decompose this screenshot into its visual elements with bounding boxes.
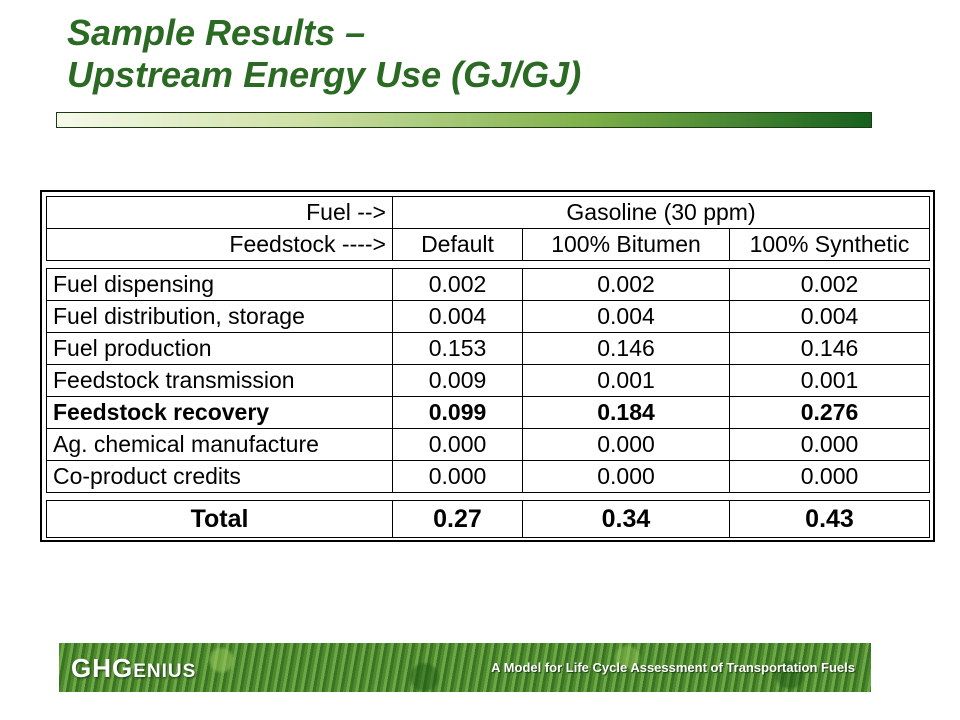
cell-synthetic: 0.002 — [728, 268, 931, 301]
slide-title: Sample Results – Upstream Energy Use (GJ… — [67, 12, 581, 96]
total-row: Total 0.27 0.34 0.43 — [46, 500, 931, 538]
footer-banner: GHGENIUS A Model for Life Cycle Assessme… — [59, 643, 871, 692]
header-separator — [46, 260, 930, 269]
cell-bitumen: 0.001 — [522, 364, 730, 397]
cell-default: 0.002 — [392, 268, 523, 301]
cell-synthetic: 0.276 — [728, 396, 931, 429]
footer-tagline: A Model for Life Cycle Assessment of Tra… — [491, 660, 855, 675]
fuel-value: Gasoline (30 ppm) — [391, 196, 931, 229]
fuel-label: Fuel --> — [46, 196, 393, 229]
cell-bitumen: 0.184 — [522, 396, 730, 429]
table-row: Feedstock transmission 0.009 0.001 0.001 — [46, 364, 931, 397]
feedstock-label: Feedstock ----> — [46, 228, 393, 261]
cell-bitumen: 0.146 — [522, 332, 730, 365]
row-label: Fuel dispensing — [46, 268, 393, 301]
table-row: Co-product credits 0.000 0.000 0.000 — [46, 460, 931, 493]
total-label: Total — [46, 500, 393, 538]
title-gradient-bar — [56, 112, 872, 128]
row-label: Co-product credits — [46, 460, 393, 493]
cell-synthetic: 0.146 — [728, 332, 931, 365]
logo-text-large: GHG — [71, 653, 134, 683]
slide-title-line-2: Upstream Energy Use (GJ/GJ) — [67, 54, 582, 95]
cell-default: 0.000 — [392, 460, 523, 493]
ghgenius-logo: GHGENIUS — [71, 653, 196, 687]
fuel-header-row: Fuel --> Gasoline (30 ppm) — [46, 196, 931, 229]
total-separator — [46, 492, 930, 501]
table-row: Fuel dispensing 0.002 0.002 0.002 — [46, 268, 931, 301]
column-header: 100% Bitumen — [522, 228, 730, 261]
cell-synthetic: 0.001 — [728, 364, 931, 397]
cell-default: 0.009 — [392, 364, 523, 397]
total-bitumen: 0.34 — [522, 500, 730, 538]
row-label: Fuel production — [46, 332, 393, 365]
column-header: Default — [392, 228, 523, 261]
total-synthetic: 0.43 — [728, 500, 931, 538]
results-table: Fuel --> Gasoline (30 ppm) Feedstock ---… — [46, 196, 931, 538]
cell-default: 0.004 — [392, 300, 523, 333]
cell-bitumen: 0.002 — [522, 268, 730, 301]
cell-bitumen: 0.000 — [522, 460, 730, 493]
logo-text-small: ENIUS — [133, 661, 197, 682]
cell-bitumen: 0.004 — [522, 300, 730, 333]
row-label: Feedstock recovery — [46, 396, 393, 429]
total-default: 0.27 — [392, 500, 523, 538]
cell-default: 0.153 — [392, 332, 523, 365]
feedstock-header-row: Feedstock ----> Default 100% Bitumen 100… — [46, 228, 931, 261]
row-label: Fuel distribution, storage — [46, 300, 393, 333]
table-row: Fuel distribution, storage 0.004 0.004 0… — [46, 300, 931, 333]
row-label: Feedstock transmission — [46, 364, 393, 397]
cell-default: 0.099 — [392, 396, 523, 429]
slide-title-line-1: Sample Results – — [67, 12, 366, 53]
cell-default: 0.000 — [392, 428, 523, 461]
table-row: Ag. chemical manufacture 0.000 0.000 0.0… — [46, 428, 931, 461]
table-row-highlighted: Feedstock recovery 0.099 0.184 0.276 — [46, 396, 931, 429]
column-header: 100% Synthetic — [728, 228, 931, 261]
cell-synthetic: 0.000 — [728, 460, 931, 493]
cell-synthetic: 0.004 — [728, 300, 931, 333]
results-table-frame: Fuel --> Gasoline (30 ppm) Feedstock ---… — [40, 190, 935, 542]
cell-bitumen: 0.000 — [522, 428, 730, 461]
row-label: Ag. chemical manufacture — [46, 428, 393, 461]
table-row: Fuel production 0.153 0.146 0.146 — [46, 332, 931, 365]
cell-synthetic: 0.000 — [728, 428, 931, 461]
